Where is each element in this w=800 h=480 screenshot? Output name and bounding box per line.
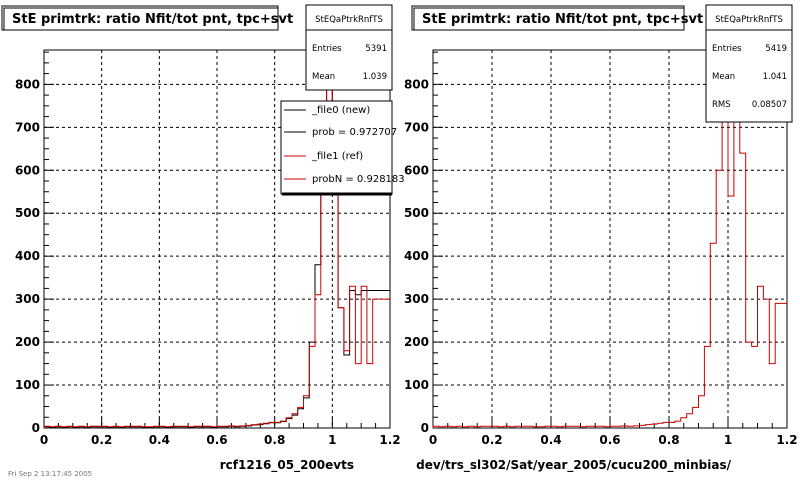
- right-title-box: StE primtrk: ratio Nfit/tot pnt, tpc+svt: [411, 5, 703, 31]
- y-tick-label: 700: [404, 120, 429, 134]
- y-tick-label: 400: [15, 249, 40, 263]
- left-stats-title: StEQaPtrkRnfTS: [315, 15, 383, 25]
- y-tick-label: 800: [15, 77, 40, 91]
- histogram-series-0: [432, 101, 787, 428]
- y-tick-label: 300: [15, 292, 40, 306]
- y-tick-label: 0: [32, 421, 40, 435]
- x-tick-label: 0.6: [599, 433, 620, 447]
- legend-box: _file0 (new) prob = 0.972707 _file1 (ref…: [280, 100, 405, 196]
- right-stats-entries-value: 5419: [765, 44, 787, 54]
- x-tick-label: 0.4: [540, 433, 561, 447]
- right-stats-entries-label: Entries: [712, 44, 742, 54]
- y-tick-label: 500: [404, 206, 429, 220]
- y-tick-label: 0: [421, 421, 429, 435]
- left-stats-mean-value: 1.039: [363, 72, 387, 82]
- legend-text-file1: _file1 (ref): [311, 151, 363, 162]
- right-stats-mean-label: Mean: [712, 72, 735, 82]
- y-tick-label: 600: [404, 163, 429, 177]
- y-tick-label: 600: [15, 163, 40, 177]
- x-tick-label: 0: [40, 433, 48, 447]
- left-stats-mean-label: Mean: [312, 72, 335, 82]
- x-tick-label: 1: [328, 433, 336, 447]
- right-stats-box: StEQaPtrkRnfTS Entries 5419 Mean 1.041 R…: [705, 4, 793, 123]
- right-stats-rms-value: 0.08507: [752, 100, 787, 110]
- x-tick-label: 1.2: [776, 433, 797, 447]
- y-tick-label: 800: [404, 77, 429, 91]
- right-panel: StE primtrk: ratio Nfit/tot pnt, tpc+svt…: [404, 4, 798, 473]
- right-stats-title: StEQaPtrkRnfTS: [715, 15, 783, 25]
- left-panel: StE primtrk: ratio Nfit/tot pnt, tpc+svt…: [1, 4, 405, 473]
- y-tick-label: 100: [404, 378, 429, 392]
- left-chart-title: StE primtrk: ratio Nfit/tot pnt, tpc+svt: [12, 12, 293, 27]
- x-tick-label: 0.6: [206, 433, 227, 447]
- right-x-axis-label: dev/trs_sl302/Sat/year_2005/cucu200_minb…: [416, 458, 732, 473]
- y-tick-label: 200: [404, 335, 429, 349]
- left-stats-box: StEQaPtrkRnfTS Entries 5391 Mean 1.039: [305, 4, 393, 91]
- right-stats-rms-label: RMS: [712, 100, 731, 110]
- y-tick-label: 500: [15, 206, 40, 220]
- left-title-box: StE primtrk: ratio Nfit/tot pnt, tpc+svt: [1, 5, 293, 31]
- y-tick-label: 200: [15, 335, 40, 349]
- footer-timestamp: Fri Sep 2 13:17:45 2005: [8, 470, 92, 478]
- y-tick-label: 700: [15, 120, 40, 134]
- x-tick-label: 1: [724, 433, 732, 447]
- x-tick-label: 0: [429, 433, 437, 447]
- left-stats-entries-value: 5391: [365, 44, 387, 54]
- x-tick-label: 0.8: [658, 433, 679, 447]
- x-tick-label: 0.2: [481, 433, 502, 447]
- x-tick-label: 0.2: [91, 433, 112, 447]
- y-tick-label: 100: [15, 378, 40, 392]
- x-tick-label: 0.4: [149, 433, 170, 447]
- right-stats-mean-value: 1.041: [763, 72, 787, 82]
- legend-text-prob: prob = 0.972707: [312, 127, 397, 138]
- x-tick-label: 0.8: [264, 433, 285, 447]
- y-tick-label: 400: [404, 249, 429, 263]
- y-tick-label: 300: [404, 292, 429, 306]
- x-tick-label: 1.2: [379, 433, 400, 447]
- left-x-axis-label: rcf1216_05_200evts: [220, 458, 354, 473]
- legend-text-file0: _file0 (new): [311, 105, 370, 116]
- right-chart-title: StE primtrk: ratio Nfit/tot pnt, tpc+svt: [422, 12, 703, 27]
- left-stats-entries-label: Entries: [312, 44, 342, 54]
- legend-text-probN: probN = 0.928183: [312, 174, 405, 185]
